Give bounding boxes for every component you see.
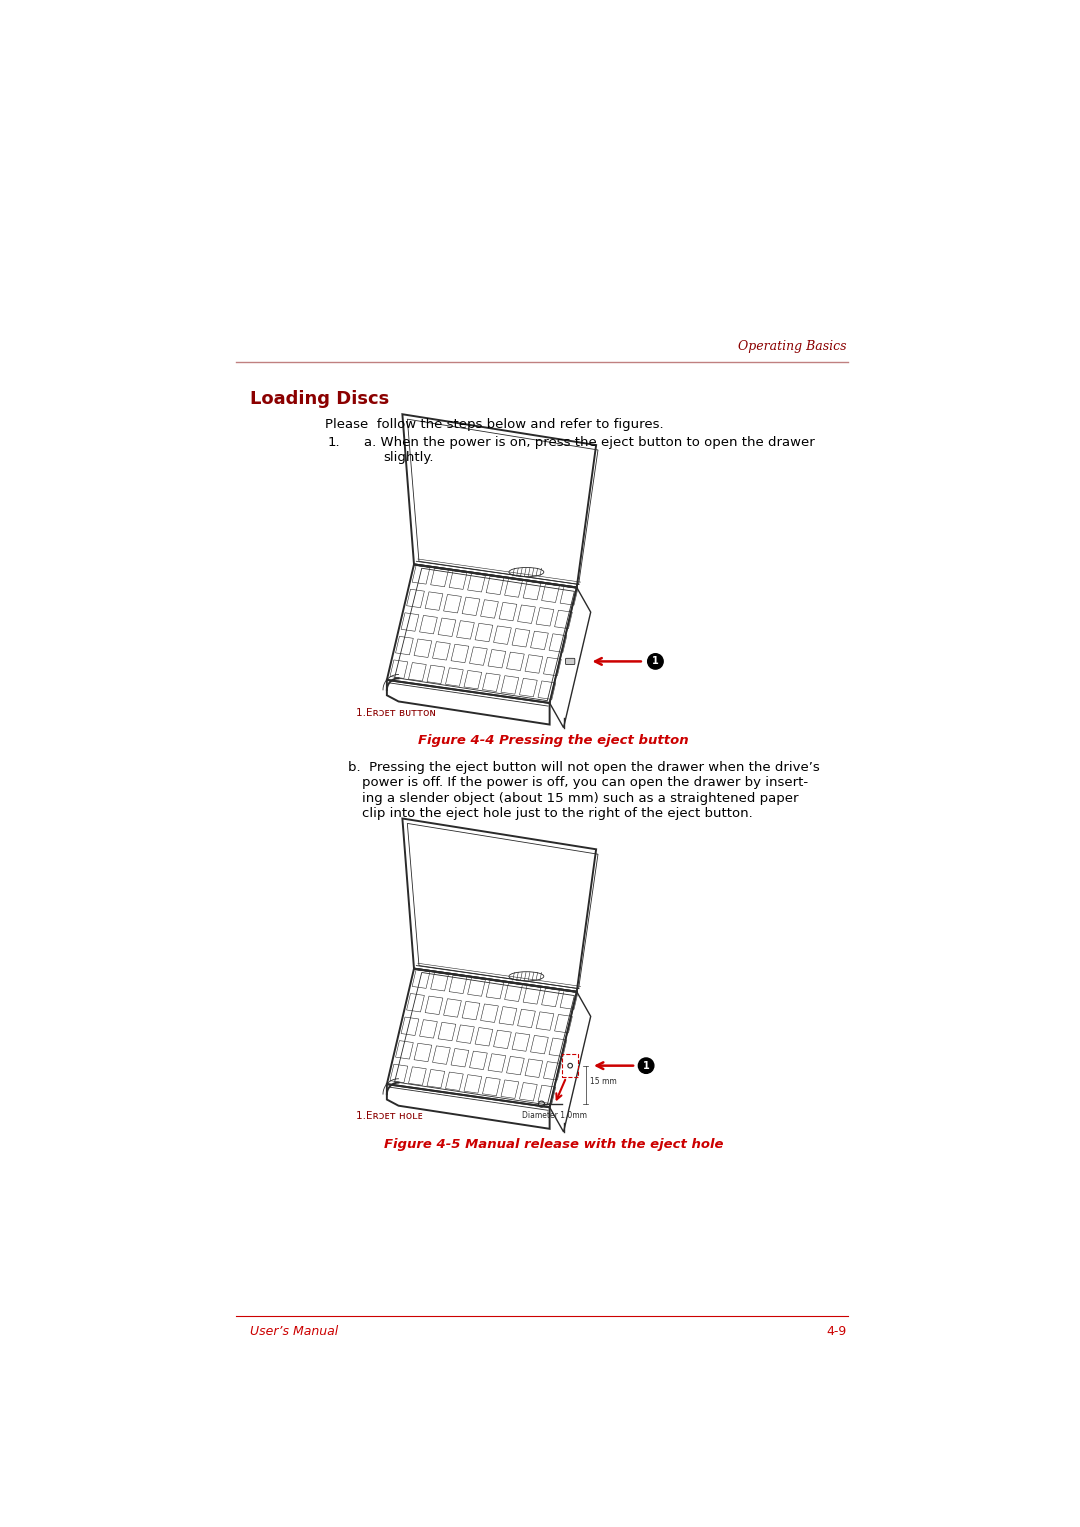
Text: power is off. If the power is off, you can open the drawer by insert-: power is off. If the power is off, you c…	[362, 776, 808, 789]
Text: Figure 4-4 Pressing the eject button: Figure 4-4 Pressing the eject button	[418, 734, 689, 747]
Text: ing a slender object (about 15 mm) such as a straightened paper: ing a slender object (about 15 mm) such …	[362, 791, 798, 805]
Text: a. When the power is on, press the eject button to open the drawer: a. When the power is on, press the eject…	[364, 435, 814, 449]
Text: b.  Pressing the eject button will not open the drawer when the drive’s: b. Pressing the eject button will not op…	[348, 760, 820, 774]
Circle shape	[648, 654, 663, 669]
Text: Figure 4-5 Manual release with the eject hole: Figure 4-5 Manual release with the eject…	[383, 1138, 724, 1151]
Circle shape	[638, 1058, 653, 1073]
FancyBboxPatch shape	[566, 658, 575, 664]
Bar	[563, 1054, 578, 1077]
Text: 15 mm: 15 mm	[590, 1077, 617, 1086]
Text: Loading Discs: Loading Discs	[249, 389, 389, 408]
Text: Operating Basics: Operating Basics	[738, 339, 847, 353]
Text: 1.Eʀɔᴇᴛ ʜᴏʟᴇ: 1.Eʀɔᴇᴛ ʜᴏʟᴇ	[356, 1112, 422, 1121]
Text: 4-9: 4-9	[826, 1325, 847, 1338]
Text: 1.: 1.	[327, 435, 340, 449]
Text: clip into the eject hole just to the right of the eject button.: clip into the eject hole just to the rig…	[362, 806, 753, 820]
Text: Diameter 1.0mm: Diameter 1.0mm	[522, 1112, 588, 1119]
Text: 1: 1	[652, 657, 659, 666]
Text: 1.Eʀɔᴇᴛ ʙᴜᴛᴛᴏɴ: 1.Eʀɔᴇᴛ ʙᴜᴛᴛᴏɴ	[356, 709, 435, 718]
Text: slightly.: slightly.	[383, 450, 433, 464]
Text: Please  follow the steps below and refer to figures.: Please follow the steps below and refer …	[325, 418, 663, 431]
Text: 1: 1	[643, 1061, 649, 1070]
Text: User’s Manual: User’s Manual	[249, 1325, 338, 1338]
Circle shape	[568, 1063, 572, 1067]
